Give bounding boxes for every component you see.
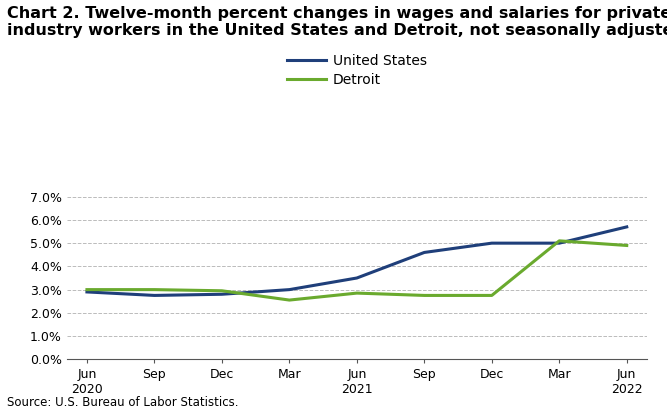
United States: [353, 275, 361, 280]
Legend: United States, Detroit: United States, Detroit: [287, 54, 427, 87]
United States: [83, 290, 91, 294]
Line: United States: United States: [87, 227, 627, 295]
Detroit: [488, 293, 496, 298]
Detroit: [151, 287, 159, 292]
United States: [218, 292, 226, 297]
Detroit: [353, 291, 361, 296]
Line: Detroit: Detroit: [87, 241, 627, 300]
United States: [555, 241, 563, 246]
United States: [488, 241, 496, 246]
Detroit: [83, 287, 91, 292]
Text: Source: U.S. Bureau of Labor Statistics.: Source: U.S. Bureau of Labor Statistics.: [7, 396, 238, 409]
Text: Chart 2. Twelve-month percent changes in wages and salaries for private: Chart 2. Twelve-month percent changes in…: [7, 6, 667, 21]
Detroit: [623, 243, 631, 248]
United States: [420, 250, 428, 255]
Detroit: [285, 298, 293, 303]
Text: industry workers in the United States and Detroit, not seasonally adjusted: industry workers in the United States an…: [7, 23, 667, 38]
Detroit: [420, 293, 428, 298]
United States: [151, 293, 159, 298]
Detroit: [555, 238, 563, 243]
United States: [285, 287, 293, 292]
Detroit: [218, 288, 226, 293]
United States: [623, 224, 631, 229]
